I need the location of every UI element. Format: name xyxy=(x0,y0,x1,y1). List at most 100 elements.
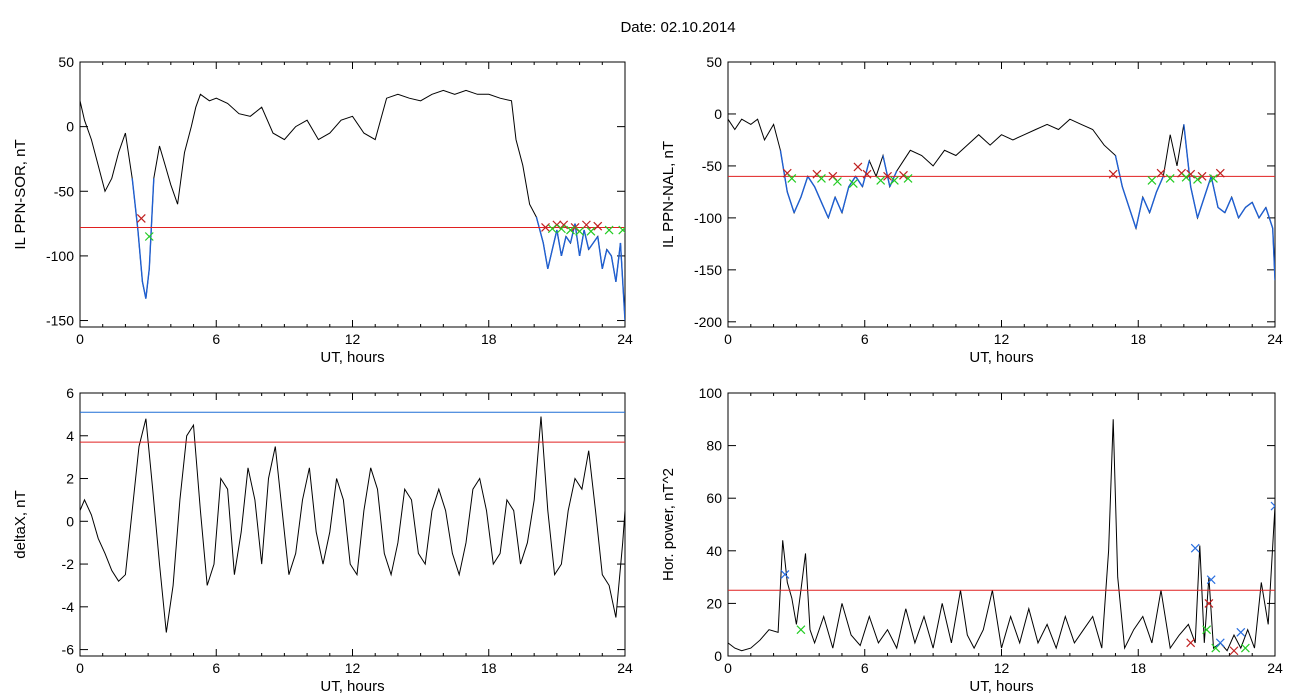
x-axis-label: UT, hours xyxy=(969,349,1033,366)
series-below-threshold-segment xyxy=(1189,186,1199,219)
marker-red-stroke-b xyxy=(1156,168,1166,178)
marker-green xyxy=(1240,643,1250,653)
marker-green xyxy=(144,232,154,241)
marker-red xyxy=(136,213,146,223)
marker-red-stroke-b xyxy=(1177,168,1186,178)
y-tick-label: -150 xyxy=(46,313,74,329)
plot-frame xyxy=(79,392,626,657)
series-below-threshold-segment xyxy=(560,236,567,257)
marker-red-stroke-b xyxy=(1215,168,1225,178)
marker-red xyxy=(1197,171,1207,181)
marker-red-stroke-b xyxy=(782,168,792,178)
series-below-threshold-segment xyxy=(556,229,563,257)
x-tick-label: 6 xyxy=(212,331,220,347)
marker-red xyxy=(1186,638,1196,648)
marker-green xyxy=(889,176,899,185)
series-below-threshold-segment xyxy=(542,242,549,269)
marker-red xyxy=(1204,598,1214,608)
y-tick-label: 60 xyxy=(706,490,722,506)
y-tick-label: -2 xyxy=(62,556,75,572)
series-below-threshold-segment xyxy=(1155,176,1164,193)
marker-red xyxy=(883,171,892,181)
marker-green xyxy=(848,179,858,189)
marker-blue xyxy=(1236,627,1246,637)
marker-green xyxy=(876,176,886,185)
marker-red-stroke-b xyxy=(828,171,838,181)
x-axis-label: UT, hours xyxy=(969,678,1033,695)
marker-green xyxy=(832,177,842,186)
x-tick-label: 0 xyxy=(76,331,84,347)
marker-blue-stroke-a xyxy=(1270,501,1275,507)
y-tick-label: -150 xyxy=(694,262,722,278)
marker-red-stroke-b xyxy=(853,162,863,172)
y-tick-label: 6 xyxy=(66,385,74,401)
marker-green xyxy=(1165,173,1175,183)
marker-red xyxy=(593,221,603,231)
marker-red-stroke-b xyxy=(570,223,580,232)
y-tick-label: 0 xyxy=(714,106,722,122)
marker-green xyxy=(604,225,614,235)
series-below-threshold-segment xyxy=(535,216,544,244)
series-below-threshold-segment xyxy=(1135,196,1144,229)
series-below-threshold-segment xyxy=(1121,186,1130,208)
y-tick-label: -100 xyxy=(694,210,722,226)
series-line xyxy=(80,89,625,321)
y-tick-label: -50 xyxy=(54,183,74,199)
y-axis-label: Hor. power, nT^2 xyxy=(660,468,677,581)
marker-red-stroke-b xyxy=(1108,169,1118,179)
marker-red-stroke-b xyxy=(862,169,872,179)
series-below-threshold-segment xyxy=(1114,155,1123,187)
marker-red-stroke-b xyxy=(899,170,908,180)
series-below-threshold-segment xyxy=(793,196,802,213)
x-tick-label: 6 xyxy=(861,660,869,676)
x-tick-label: 12 xyxy=(345,331,361,347)
series-below-threshold-segment xyxy=(131,178,139,231)
x-axis-label: UT, hours xyxy=(320,349,384,366)
y-axis-label: deltaX, nT xyxy=(12,490,29,558)
marker-green-stroke-b xyxy=(1147,176,1157,185)
y-axis-label: IL PPN-NAL, nT xyxy=(660,141,677,248)
marker-green-stroke-b xyxy=(787,173,797,183)
x-tick-label: 0 xyxy=(724,331,732,347)
x-tick-label: 12 xyxy=(994,660,1010,676)
marker-blue xyxy=(1206,575,1216,585)
marker-green-stroke-b xyxy=(604,225,614,235)
series-below-threshold-segment xyxy=(786,191,795,213)
series-below-threshold-segment xyxy=(551,229,558,250)
series-below-threshold-segment xyxy=(1244,201,1253,209)
y-tick-label: -50 xyxy=(702,158,722,174)
y-tick-label: -200 xyxy=(694,314,722,330)
x-tick-label: 0 xyxy=(724,660,732,676)
marker-green xyxy=(1202,625,1212,635)
marker-green-stroke-b xyxy=(1181,172,1191,182)
marker-green xyxy=(1181,172,1191,182)
series-below-threshold-segment xyxy=(800,176,809,198)
series-below-threshold-segment xyxy=(137,229,144,282)
y-tick-label: 0 xyxy=(66,119,74,135)
panel-deltax: 0 6 12 18 24 6 4 2 0 -2 -4 -6 UT, hours deltaX, nT xyxy=(12,385,633,695)
series-below-threshold-segment xyxy=(597,236,603,269)
x-tick-label: 18 xyxy=(1130,331,1146,347)
y-tick-label: 80 xyxy=(706,438,722,454)
y-tick-label: 50 xyxy=(706,54,722,70)
marker-red-stroke-b xyxy=(1186,169,1196,179)
series-below-threshold-segment xyxy=(1272,228,1275,281)
marker-red-stroke-b xyxy=(1186,638,1196,648)
marker-green-stroke-b xyxy=(1193,175,1202,184)
series-below-threshold-segment xyxy=(813,186,823,203)
series-below-threshold-segment xyxy=(882,155,891,187)
plot-frame xyxy=(727,392,1276,657)
marker-red-stroke-b xyxy=(1197,171,1207,181)
y-tick-label: 20 xyxy=(706,595,722,611)
x-tick-label: 12 xyxy=(994,331,1010,347)
series-below-threshold-segment xyxy=(848,175,857,188)
marker-red xyxy=(853,162,863,172)
x-tick-label: 18 xyxy=(1130,660,1146,676)
marker-blue-stroke-b xyxy=(1270,505,1275,511)
series-below-threshold-segment xyxy=(601,249,608,269)
marker-green xyxy=(1193,175,1202,184)
series-below-threshold-segment xyxy=(1210,176,1219,208)
marker-red-stroke-b xyxy=(541,223,550,232)
y-tick-label: 50 xyxy=(58,54,74,70)
